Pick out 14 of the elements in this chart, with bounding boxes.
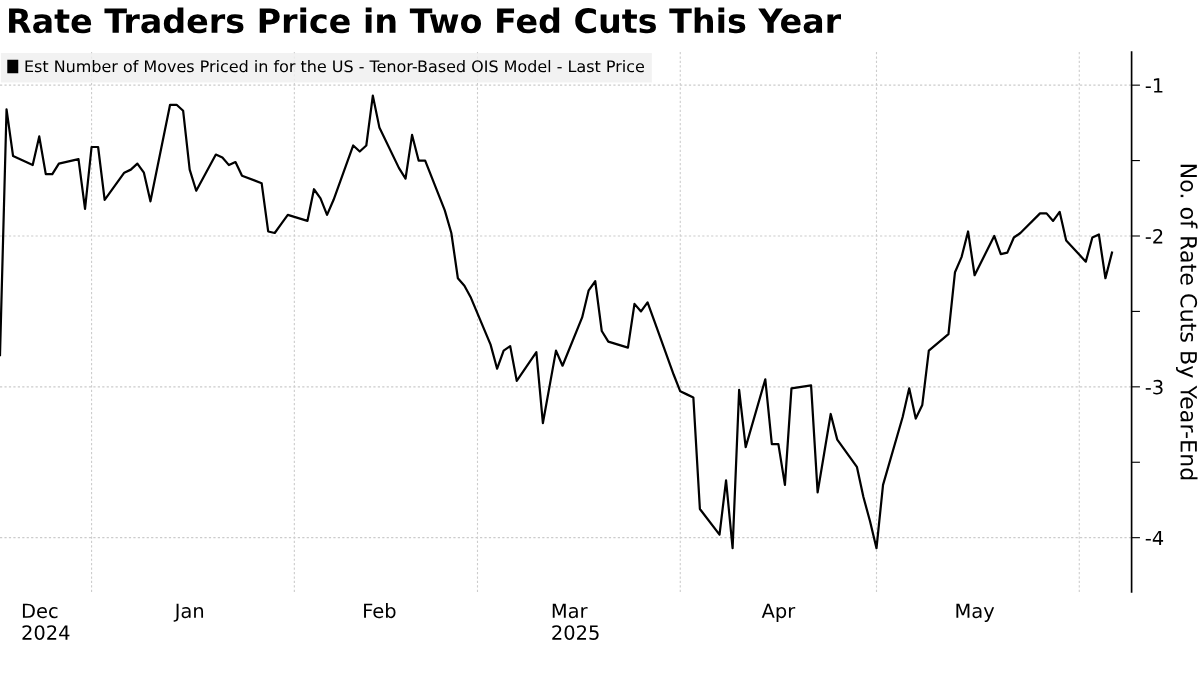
x-tick-label: Feb bbox=[364, 603, 396, 619]
x-tick-label: May bbox=[956, 603, 995, 622]
x-tick-label: Jan bbox=[173, 603, 204, 622]
y-tick-label: -2 bbox=[1145, 228, 1163, 244]
chart-title: Rate Traders Price in Two Fed Cuts This Year bbox=[9, 7, 842, 34]
x-tick-label: Apr bbox=[761, 603, 796, 622]
y-tick-label: -3 bbox=[1145, 379, 1163, 395]
legend-label: Est Number of Moves Priced in for the US - Tenor-Based OIS Model - Last Price bbox=[25, 59, 644, 73]
x-tick-label: Mar 2025 bbox=[552, 603, 599, 640]
line-series bbox=[0, 94, 1114, 550]
x-tick-label: Dec 2024 bbox=[22, 603, 70, 640]
y-tick-label: -4 bbox=[1145, 530, 1164, 546]
y-tick-label: -1 bbox=[1145, 78, 1163, 93]
y-axis-title: No. of Rate Cuts By Year-End bbox=[1176, 164, 1198, 480]
